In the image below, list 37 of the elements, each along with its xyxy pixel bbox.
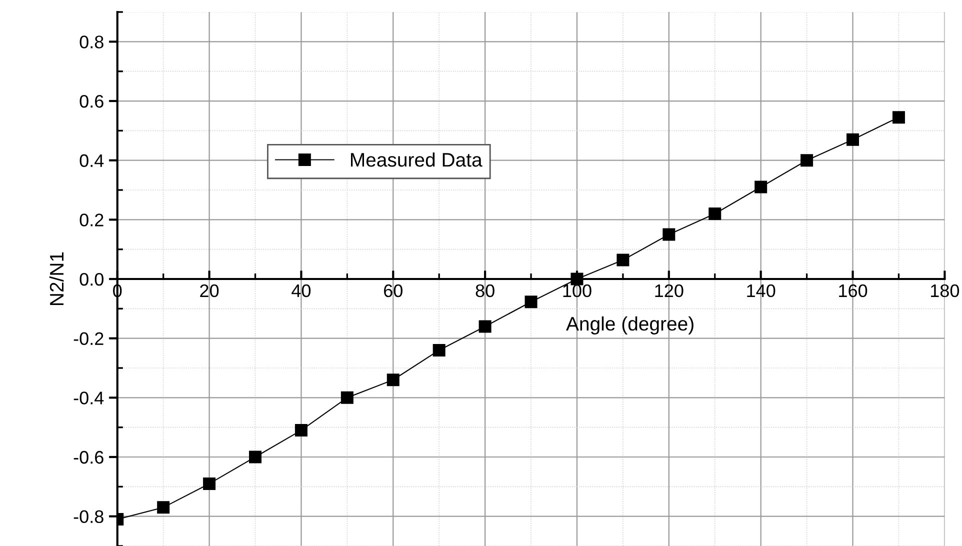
point bbox=[203, 477, 216, 490]
x-tick-label: 100 bbox=[563, 284, 592, 298]
point bbox=[800, 154, 814, 167]
point bbox=[708, 207, 722, 220]
point bbox=[294, 424, 308, 437]
point bbox=[846, 133, 860, 146]
point bbox=[662, 228, 676, 241]
y-tick-label: -0.6 bbox=[74, 450, 104, 464]
point bbox=[386, 374, 400, 386]
x-axis-title: Angle (degree) bbox=[566, 316, 694, 335]
point bbox=[616, 254, 630, 266]
x-tick-label: 120 bbox=[655, 284, 684, 298]
y-axis-title: N2/N1 bbox=[49, 252, 64, 305]
y-tick-label: 0.4 bbox=[80, 154, 104, 168]
point bbox=[524, 296, 538, 308]
point bbox=[478, 320, 492, 333]
point bbox=[340, 391, 354, 404]
y-tick-label: 0.6 bbox=[80, 94, 104, 108]
legend-label: Measured Data bbox=[350, 152, 482, 167]
x-tick-label: 80 bbox=[476, 284, 494, 298]
x-tick-label: 180 bbox=[931, 284, 960, 298]
y-tick-label: 0.0 bbox=[80, 272, 104, 286]
point bbox=[892, 111, 905, 124]
point bbox=[754, 180, 768, 194]
y-tick-label: -0.2 bbox=[74, 332, 104, 346]
x-tick-label: 160 bbox=[839, 284, 868, 298]
y-tick-label: 0.8 bbox=[80, 36, 104, 48]
y-tick-label: -0.4 bbox=[74, 392, 104, 404]
x-tick-label: 20 bbox=[200, 284, 219, 298]
point bbox=[249, 450, 262, 464]
x-tick-label: 60 bbox=[384, 284, 402, 298]
x-tick-label: 140 bbox=[747, 284, 776, 298]
y-tick-label: 0.2 bbox=[80, 214, 104, 226]
x-tick-label: 40 bbox=[292, 284, 311, 298]
point bbox=[432, 344, 446, 356]
point bbox=[157, 501, 170, 514]
y-tick-label: -0.8 bbox=[74, 510, 104, 524]
